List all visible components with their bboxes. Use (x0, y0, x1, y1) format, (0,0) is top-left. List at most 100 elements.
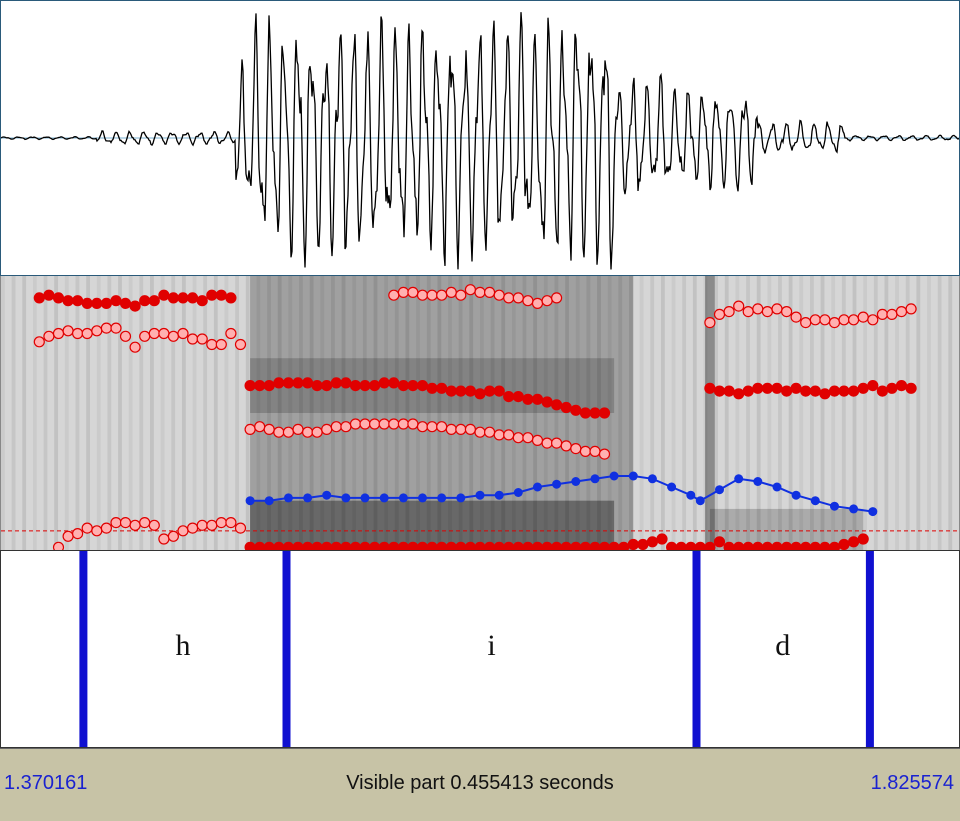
formant-point (761, 382, 774, 394)
spectrogram-striation (288, 276, 293, 550)
formant-point (81, 327, 93, 340)
pitch-point (772, 482, 782, 492)
spectrogram-striation (490, 276, 495, 550)
segment-label[interactable]: d (775, 629, 791, 662)
spectrogram-striation (267, 276, 271, 550)
formant-point (867, 314, 879, 326)
formant-point (733, 300, 745, 312)
segment-label[interactable]: h (175, 629, 191, 662)
spectrogram-striation (160, 276, 165, 550)
formant-point (464, 385, 476, 397)
formant-point (570, 541, 582, 550)
formant-point (809, 314, 821, 326)
spectrogram-striation (533, 276, 538, 550)
formant-point (244, 541, 256, 550)
visible-start-time[interactable]: 1.370161 (4, 772, 88, 794)
formant-point (847, 314, 860, 326)
formant-point (503, 541, 515, 550)
formant-point (694, 541, 706, 550)
pitch-point (437, 493, 447, 503)
formant-point (503, 292, 515, 304)
segment-label[interactable]: i (487, 629, 496, 662)
formant-point (397, 379, 409, 392)
pitch-point (456, 493, 466, 503)
visible-end-time[interactable]: 1.825574 (870, 772, 954, 794)
spectrogram-striation (480, 276, 484, 550)
formant-point (742, 541, 754, 550)
formant-point (541, 541, 553, 550)
formant-point (790, 541, 802, 550)
formant-point (167, 292, 179, 304)
formant-point (254, 379, 266, 392)
formant-point (800, 541, 812, 550)
formant-point (91, 325, 103, 337)
formant-point (551, 541, 563, 550)
visible-part-duration[interactable]: Visible part 0.455413 seconds (346, 772, 614, 794)
formant-point (282, 541, 294, 550)
formant-point (464, 423, 476, 435)
formant-point (416, 541, 429, 550)
formant-point (321, 541, 333, 550)
formant-point (215, 338, 227, 351)
formant-point (311, 541, 323, 550)
spectrogram-striation (384, 276, 389, 550)
formant-point (33, 336, 45, 348)
formant-point (541, 396, 553, 408)
segment-boundary[interactable] (865, 551, 874, 747)
formant-point (62, 295, 74, 307)
formant-point (397, 286, 409, 298)
formant-point (359, 379, 371, 392)
pitch-point (418, 493, 427, 503)
pitch-point (791, 490, 801, 500)
waveform-panel[interactable] (0, 0, 960, 276)
spectrogram-striation (373, 276, 378, 550)
formant-point (819, 541, 831, 550)
spectrogram-striation (128, 276, 133, 550)
pitch-point (609, 471, 619, 481)
formant-point (455, 423, 467, 435)
formant-point (828, 541, 841, 550)
formant-point (445, 423, 457, 435)
formant-point (781, 541, 793, 550)
formant-point (158, 533, 170, 545)
spectrogram-striation (1, 276, 5, 550)
formant-point (177, 327, 189, 340)
formant-point (723, 385, 735, 397)
formant-point (579, 407, 592, 419)
formant-point (225, 292, 237, 304)
formant-point (752, 303, 764, 315)
formant-point (733, 388, 745, 400)
spectrogram-striation (948, 276, 953, 550)
spectrogram-panel[interactable] (0, 276, 960, 550)
formant-point (167, 330, 179, 342)
segment-boundary[interactable] (692, 551, 701, 747)
formant-point (790, 382, 802, 394)
waveform-plot[interactable] (1, 1, 959, 275)
formant-point (809, 385, 821, 397)
formant-point (71, 327, 84, 340)
formant-point (493, 289, 505, 301)
spectrogram-striation (703, 276, 708, 550)
formant-point (828, 385, 841, 397)
formant-point (244, 423, 256, 435)
formant-point (426, 541, 438, 550)
spectrogram-energy (1, 276, 953, 550)
formant-point (704, 316, 716, 329)
spectrogram-striation (554, 276, 559, 550)
formant-point (666, 541, 678, 550)
spectrogram-striation (937, 276, 942, 550)
tier-boundaries[interactable] (1, 551, 959, 747)
spectrogram-striation (650, 276, 655, 550)
formant-point (302, 377, 314, 389)
spectrogram-plot[interactable] (1, 276, 959, 550)
formant-point (234, 522, 247, 534)
formant-point (148, 295, 160, 307)
formant-point (33, 292, 45, 304)
formant-point (512, 432, 524, 444)
segment-boundary[interactable] (79, 551, 88, 747)
formant-point (445, 385, 457, 397)
formant-point (493, 541, 505, 550)
formant-point (110, 295, 122, 307)
segment-boundary[interactable] (282, 551, 291, 747)
